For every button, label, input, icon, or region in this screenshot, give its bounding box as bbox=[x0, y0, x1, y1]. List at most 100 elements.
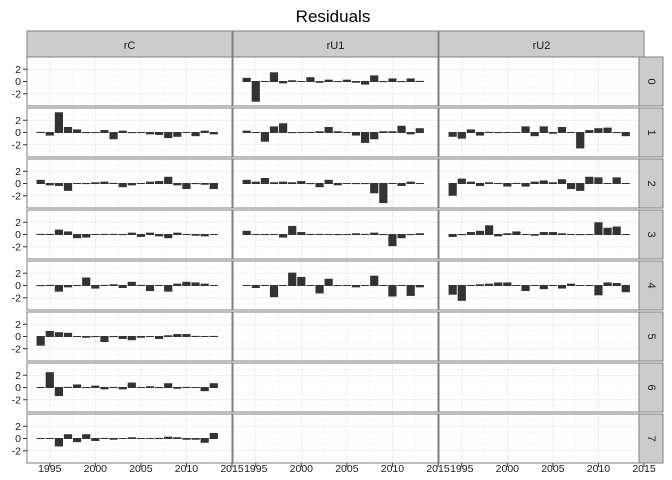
bar-rC-4-1997 bbox=[63, 285, 73, 288]
strip-row-7 bbox=[638, 413, 664, 464]
bar-rC-5-2003 bbox=[118, 336, 127, 339]
bar-rU2-4-1999 bbox=[494, 282, 503, 286]
bar-rU2-1-1997 bbox=[475, 132, 485, 136]
y-tick-label: 0 bbox=[15, 280, 21, 292]
x-tick-label: 2010 bbox=[381, 463, 405, 475]
y-tick-label: 0 bbox=[15, 433, 21, 445]
strip-label-row-4: 4 bbox=[645, 282, 657, 288]
bar-rC-6-1996 bbox=[54, 387, 63, 397]
y-tick-label: 0 bbox=[15, 382, 21, 394]
y-tick-label: 2 bbox=[15, 166, 21, 178]
strip-row-0 bbox=[638, 56, 664, 107]
panel-rC-4 bbox=[26, 260, 233, 311]
bar-rU1-2-2000 bbox=[297, 181, 306, 184]
bar-rC-3-2007 bbox=[155, 234, 164, 237]
bar-rU1-1-2008 bbox=[370, 132, 379, 140]
bar-rC-3-1998 bbox=[73, 234, 82, 239]
bar-rU2-1-1994 bbox=[448, 132, 457, 137]
bar-rU1-2-1996 bbox=[260, 177, 269, 184]
bar-rC-5-2007 bbox=[155, 336, 164, 339]
x-tick-label: 2015 bbox=[632, 463, 656, 475]
bar-rC-7-1997 bbox=[63, 434, 73, 439]
bar-rC-4-2008 bbox=[164, 285, 173, 292]
bar-rU1-3-2011 bbox=[397, 234, 406, 239]
panel-rU2-4 bbox=[438, 260, 645, 311]
panel-rC-6 bbox=[26, 362, 233, 413]
bar-rU1-4-1997 bbox=[269, 285, 279, 298]
bar-rU2-2-1997 bbox=[475, 183, 485, 186]
panel-rU1-4 bbox=[232, 260, 439, 311]
y-tick-label: -2 bbox=[12, 139, 21, 151]
bar-rU1-1-2007 bbox=[361, 132, 370, 143]
bar-rU2-4-2002 bbox=[521, 285, 530, 292]
bar-rU1-3-1994 bbox=[242, 230, 251, 235]
strip-label-rC: rC bbox=[124, 40, 136, 52]
panel-rU1-5 bbox=[232, 311, 439, 362]
bar-rU2-2-2007 bbox=[567, 183, 576, 190]
bar-rU2-2-2010 bbox=[594, 177, 603, 184]
bar-rU2-1-2002 bbox=[521, 126, 530, 133]
bar-rU1-3-1998 bbox=[279, 234, 288, 238]
strip-row-4 bbox=[638, 260, 664, 311]
bar-rU1-2-1995 bbox=[251, 181, 260, 184]
y-tick-label: 2 bbox=[15, 115, 21, 127]
bar-rU2-4-1994 bbox=[448, 285, 457, 295]
x-tick-label: 1995 bbox=[38, 463, 62, 475]
panel-background bbox=[26, 56, 233, 107]
bar-rC-3-1997 bbox=[63, 231, 73, 235]
bar-rC-1-2009 bbox=[173, 132, 182, 137]
bar-rU1-3-2008 bbox=[370, 232, 379, 235]
bar-rU2-4-2011 bbox=[603, 282, 612, 286]
strip-label-rU2: rU2 bbox=[533, 40, 551, 52]
bar-rU1-0-2002 bbox=[315, 81, 324, 83]
panel-rU2-3 bbox=[438, 209, 645, 260]
y-tick-label: -2 bbox=[12, 343, 21, 355]
y-tick-label: 2 bbox=[15, 319, 21, 331]
bar-rC-7-1999 bbox=[82, 434, 91, 439]
bar-rC-1-2008 bbox=[164, 132, 173, 139]
strip-row-1 bbox=[638, 107, 664, 158]
bar-rU1-1-2010 bbox=[388, 131, 397, 133]
panel-rU2-2 bbox=[438, 158, 645, 209]
panel-border bbox=[232, 107, 439, 158]
bar-rC-4-2010 bbox=[182, 281, 191, 286]
bar-rC-4-2012 bbox=[200, 283, 209, 286]
bar-rC-1-1998 bbox=[73, 129, 82, 133]
y-tick-label: 2 bbox=[15, 217, 21, 229]
panel-rC-3 bbox=[26, 209, 233, 260]
bar-rU1-1-2003 bbox=[324, 126, 333, 133]
bar-rC-6-2006 bbox=[145, 386, 155, 388]
bar-rC-4-1996 bbox=[54, 285, 63, 292]
bar-rU1-4-2010 bbox=[388, 285, 397, 297]
bar-rU2-4-2004 bbox=[539, 285, 548, 290]
bar-rC-6-2009 bbox=[173, 387, 182, 389]
panel-background bbox=[232, 413, 439, 464]
bar-rU2-4-2012 bbox=[612, 283, 621, 286]
bar-rU2-1-2005 bbox=[548, 132, 557, 134]
bar-rC-6-2013 bbox=[209, 383, 218, 388]
bar-rU1-2-1998 bbox=[279, 181, 288, 184]
bar-rU2-3-2001 bbox=[512, 231, 521, 235]
bar-rU2-1-2004 bbox=[539, 126, 548, 133]
panel-rU2-5 bbox=[438, 311, 645, 362]
bar-rU1-0-1997 bbox=[269, 72, 279, 82]
bar-rU2-4-2010 bbox=[594, 285, 603, 296]
panel-rU1-0 bbox=[232, 56, 439, 107]
strip-label-row-1: 1 bbox=[645, 129, 657, 135]
bar-rC-2-1997 bbox=[63, 183, 73, 191]
bar-rU1-1-1996 bbox=[260, 132, 269, 142]
bar-rC-5-1997 bbox=[63, 332, 73, 337]
strip-label-row-6: 6 bbox=[645, 384, 657, 390]
panel-rC-7 bbox=[26, 413, 233, 464]
strip-rU2 bbox=[438, 30, 645, 58]
bar-rU2-1-2011 bbox=[603, 127, 612, 133]
panel-background bbox=[232, 311, 439, 362]
bar-rC-2-2000 bbox=[91, 182, 100, 184]
bar-rU1-4-2013 bbox=[415, 285, 424, 288]
bar-rU2-1-1996 bbox=[466, 129, 475, 133]
x-tick-label: 2005 bbox=[129, 463, 153, 475]
panel-rC-0 bbox=[26, 56, 233, 107]
bar-rC-2-2012 bbox=[200, 183, 209, 185]
x-tick-label: 2015 bbox=[426, 463, 450, 475]
